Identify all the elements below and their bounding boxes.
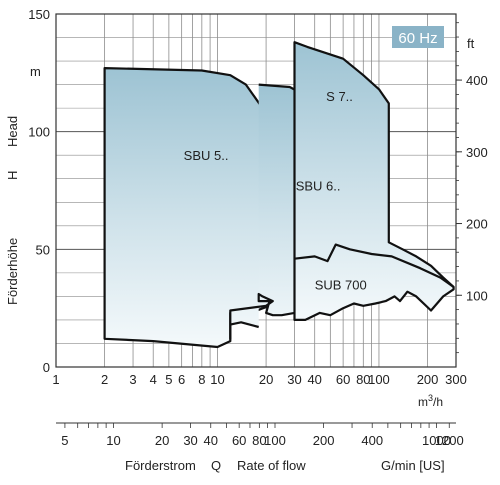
y-unit-label: m: [30, 64, 41, 79]
gpm-tick-label: 200: [313, 433, 335, 448]
gpm-tick-label: 20: [155, 433, 169, 448]
x-tick-label: 1: [52, 372, 59, 387]
gpm-unit-label: G/min [US]: [381, 458, 445, 473]
series-label: SBU 6..: [296, 179, 341, 194]
gpm-tick-label: 60: [232, 433, 246, 448]
x-tick-label: 40: [307, 372, 321, 387]
gpm-tick-label: 10: [106, 433, 120, 448]
y-tick-label: 150: [28, 7, 50, 22]
x-tick-label: 20: [259, 372, 273, 387]
axes: 0 50 100 150 100 200 300 400 1 2 3 4 5 6 8 10 20 30 40 60 80…: [28, 7, 487, 387]
series-label: S 7..: [326, 89, 353, 104]
area-s7: [293, 41, 455, 321]
x-tick-label: 3: [129, 372, 136, 387]
area-sub700: [294, 243, 455, 288]
y2-unit-label: ft: [467, 36, 475, 51]
x-tick-label: 80: [356, 372, 370, 387]
x-tick-label: 30: [287, 372, 301, 387]
gpm-tick-label: 30: [183, 433, 197, 448]
x-tick-label: 6: [178, 372, 185, 387]
gpm-tick-label: 1000: [422, 433, 451, 448]
y2-tick-label: 100: [466, 288, 488, 303]
y-label-h: H: [5, 171, 20, 180]
y-axis-title: Förderhöhe H Head: [5, 116, 20, 305]
x-label-q: Q: [211, 458, 221, 473]
x-tick-label: 200: [417, 372, 439, 387]
x-tick-label: 4: [150, 372, 157, 387]
frequency-badge: [392, 26, 444, 48]
x-tick-label: 300: [445, 372, 467, 387]
y2-tick-label: 200: [466, 217, 488, 232]
area-sbu5: [103, 66, 271, 349]
gpm-tick-label: 40: [204, 433, 218, 448]
gpm-tick-label: 400: [361, 433, 383, 448]
y-tick-label: 0: [43, 360, 50, 375]
x-tick-label: 2: [101, 372, 108, 387]
y-tick-label: 50: [36, 242, 50, 257]
gpm-tick-label: 1200: [435, 433, 464, 448]
y2-tick-label: 300: [466, 145, 488, 160]
x-label-en: Rate of flow: [237, 458, 306, 473]
x-label-de: Förderstrom: [125, 458, 196, 473]
gpm-tick-label: 80: [252, 433, 266, 448]
frequency-badge-label: 60 Hz: [398, 30, 437, 47]
y2-tick-label: 400: [466, 73, 488, 88]
x-tick-label: 5: [165, 372, 172, 387]
gpm-tick-label: 5: [61, 433, 68, 448]
plot-frame: [55, 13, 457, 368]
series-label: SBU 5..: [184, 148, 229, 163]
x-tick-label: 10: [210, 372, 224, 387]
x-tick-label: 8: [198, 372, 205, 387]
x-tick-label: 100: [368, 372, 390, 387]
gpm-tick-label: 100: [264, 433, 286, 448]
y-label-de: Förderhöhe: [5, 238, 20, 305]
pump-ranges: SBU 5.. SBU 6.. S 7.. SUB 700: [103, 41, 455, 349]
y-tick-label: 100: [28, 125, 50, 140]
series-label: SUB 700: [315, 277, 367, 292]
x-unit-label: m3/h: [418, 393, 443, 409]
y-label-en: Head: [5, 116, 20, 147]
x-tick-label: 60: [336, 372, 350, 387]
